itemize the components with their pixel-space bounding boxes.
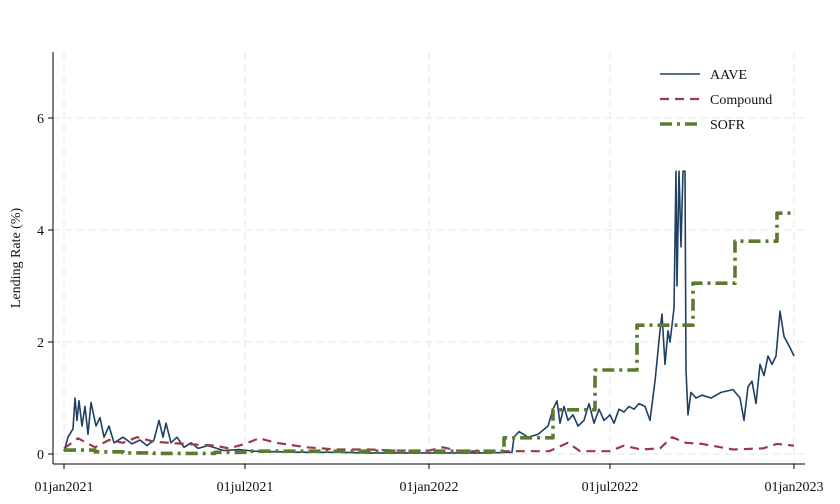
x-tick-label-1: 01jul2021 <box>217 480 274 495</box>
series-line-sofr <box>64 211 794 456</box>
series-line-aave <box>63 170 795 454</box>
legend-label-sofr: SOFR <box>710 118 746 133</box>
x-tick-label-2: 01jan2022 <box>399 480 458 495</box>
y-tick-label-0: 0 <box>37 448 44 463</box>
legend: AAVE Compound SOFR <box>660 68 772 133</box>
series-line-compound <box>63 436 795 453</box>
legend-label-aave: AAVE <box>710 68 747 83</box>
y-tick-label-1: 2 <box>37 336 44 351</box>
y-tick-label-3: 6 <box>37 112 44 127</box>
y-axis-title: Lending Rate (%) <box>9 208 24 309</box>
y-tick-label-2: 4 <box>37 224 44 239</box>
x-tick-label-4: 01jan2023 <box>764 480 823 495</box>
legend-label-compound: Compound <box>710 93 772 108</box>
x-tick-label-0: 01jan2021 <box>34 480 93 495</box>
x-tick-label-3: 01jul2022 <box>582 480 639 495</box>
grid-layer <box>53 52 805 464</box>
series-layer <box>63 170 795 456</box>
axis-layer: 0 2 4 6 01jan2021 01jul2021 01jan2022 01jul2022… <box>34 52 824 495</box>
